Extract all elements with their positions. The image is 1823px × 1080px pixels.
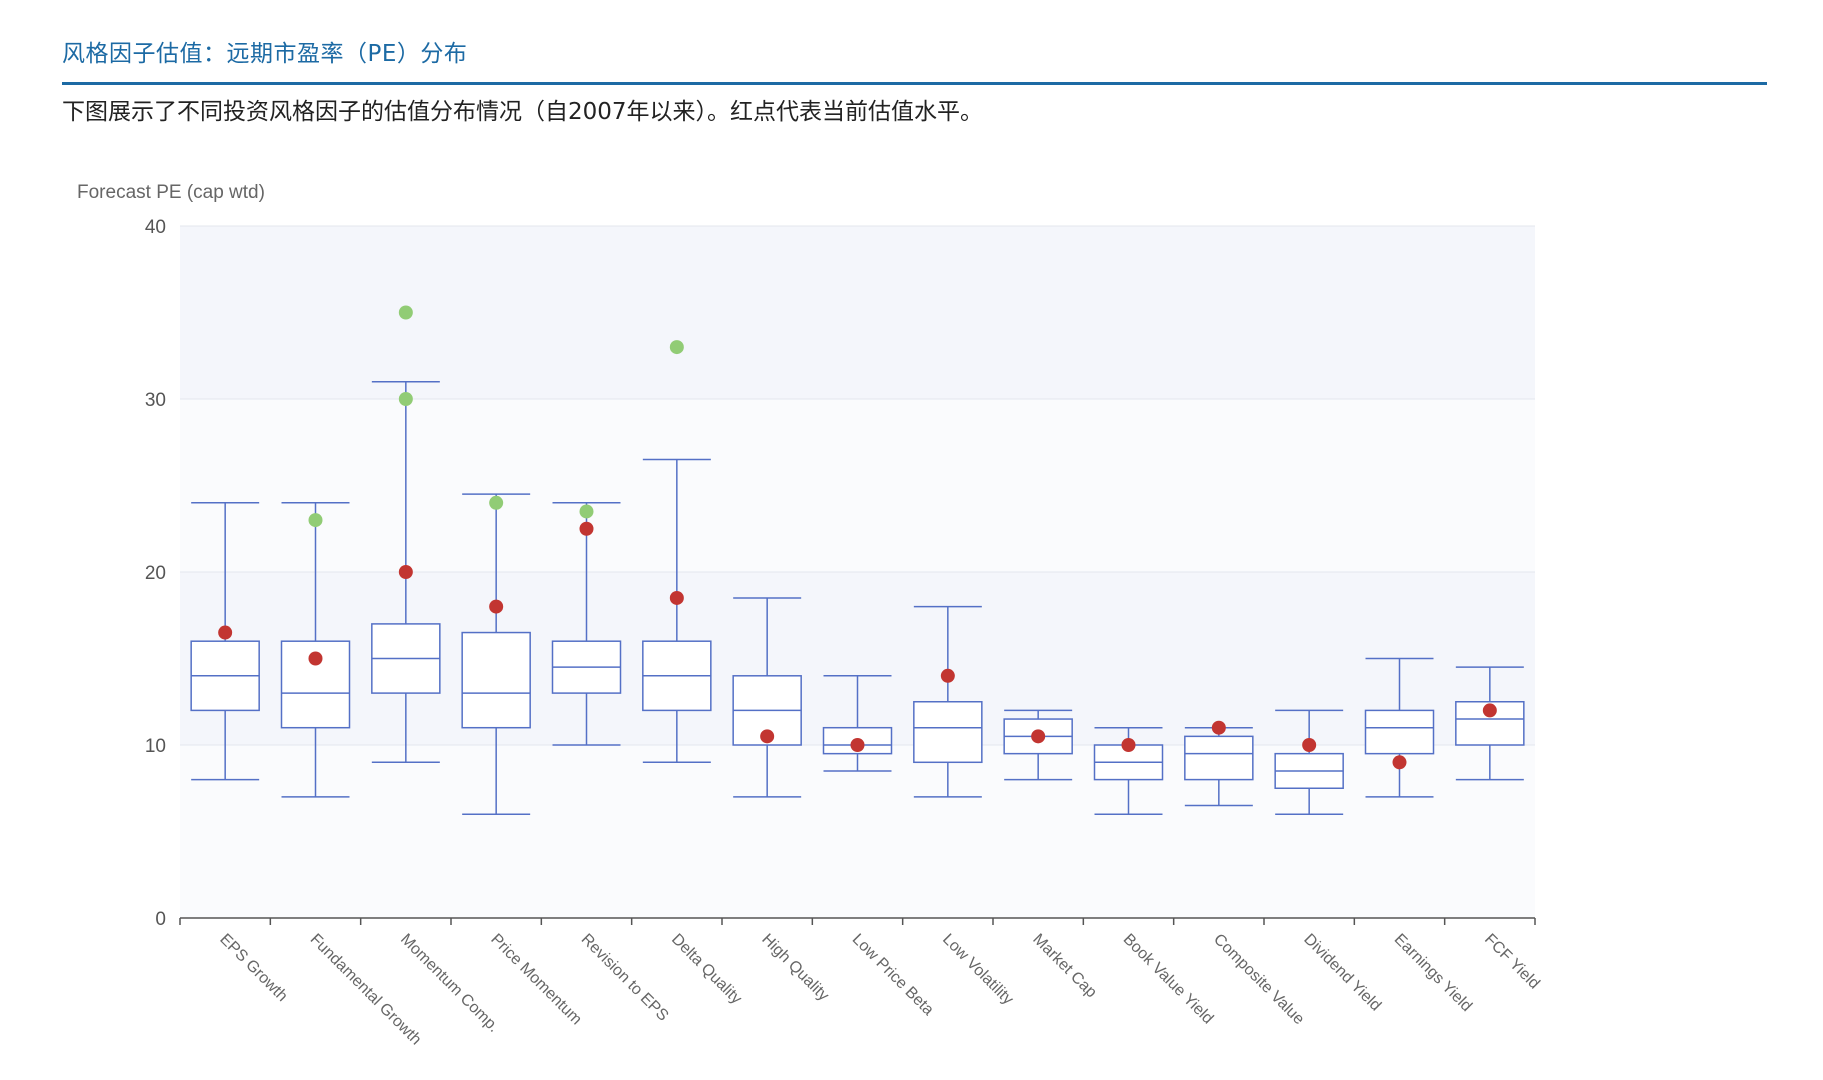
box-0	[190, 502, 260, 781]
box-4	[551, 502, 622, 746]
x-tick-label: Market Cap	[1029, 931, 1100, 1002]
current-value-point	[218, 625, 233, 640]
box-8	[913, 605, 983, 798]
current-value-point	[940, 668, 955, 683]
x-tick-label: Price Momentum	[487, 931, 585, 1029]
current-value-point	[1392, 755, 1407, 770]
x-tick-label: Book Value Yield	[1120, 931, 1217, 1028]
current-value-point	[1211, 720, 1226, 735]
iqr-box	[1184, 735, 1254, 781]
y-tick-label: 20	[145, 563, 166, 584]
x-tick-label: Momentum Comp.	[397, 931, 502, 1036]
current-value-point	[579, 521, 594, 536]
y-tick-label: 10	[145, 736, 166, 757]
title-divider	[62, 82, 1767, 85]
outlier-point	[489, 495, 504, 510]
current-value-point	[489, 599, 504, 614]
y-axis: 0 10 20 30 40	[145, 217, 166, 930]
box-2	[371, 380, 441, 764]
outlier-point	[398, 305, 413, 320]
box-13	[1364, 657, 1435, 798]
iqr-box	[913, 701, 983, 764]
current-value-point	[1121, 738, 1136, 752]
x-tick-label: Delta Quality	[668, 931, 745, 1008]
current-value-point	[1482, 703, 1497, 718]
y-tick-label: 0	[155, 909, 166, 930]
y-tick-label: 30	[145, 390, 166, 411]
outlier-point	[579, 504, 594, 519]
x-tick-label: Dividend Yield	[1300, 931, 1384, 1015]
x-tick-label: Low Price Beta	[849, 931, 937, 1019]
background-band	[180, 399, 1535, 572]
x-tick-label: EPS Growth	[216, 931, 290, 1005]
x-tick-label: Low Volatility	[939, 931, 1016, 1008]
chart-description: 下图展示了不同投资风格因子的估值分布情况（自2007年以来）。红点代表当前估值水…	[62, 99, 984, 125]
current-value-point	[1031, 729, 1046, 744]
x-tick-label: Earnings Yield	[1391, 931, 1475, 1015]
current-value-point	[850, 738, 865, 752]
y-axis-label: Forecast PE (cap wtd)	[77, 182, 265, 203]
box-11	[1184, 726, 1254, 807]
iqr-box	[1364, 709, 1435, 755]
x-tick-label: FCF Yield	[1481, 931, 1543, 993]
x-tick-label: Revision to EPS	[578, 931, 672, 1025]
iqr-box	[461, 631, 531, 729]
x-tick-label: High Quality	[758, 931, 832, 1005]
outlier-point	[398, 392, 413, 406]
current-value-point	[669, 590, 684, 605]
background-band	[180, 226, 1535, 399]
outlier-point	[308, 513, 323, 528]
current-value-point	[1302, 738, 1317, 752]
box-3	[461, 493, 531, 815]
point-series	[218, 305, 1497, 770]
outlier-point	[669, 340, 684, 355]
current-value-point	[398, 565, 413, 579]
box-12	[1274, 709, 1344, 815]
current-value-point	[308, 651, 323, 666]
y-tick-label: 40	[145, 217, 166, 238]
box-5	[642, 458, 712, 764]
x-tick-label: Composite Value	[1210, 931, 1307, 1028]
current-value-point	[760, 729, 775, 744]
page-title: 风格因子估值：远期市盈率（PE）分布	[62, 41, 468, 67]
